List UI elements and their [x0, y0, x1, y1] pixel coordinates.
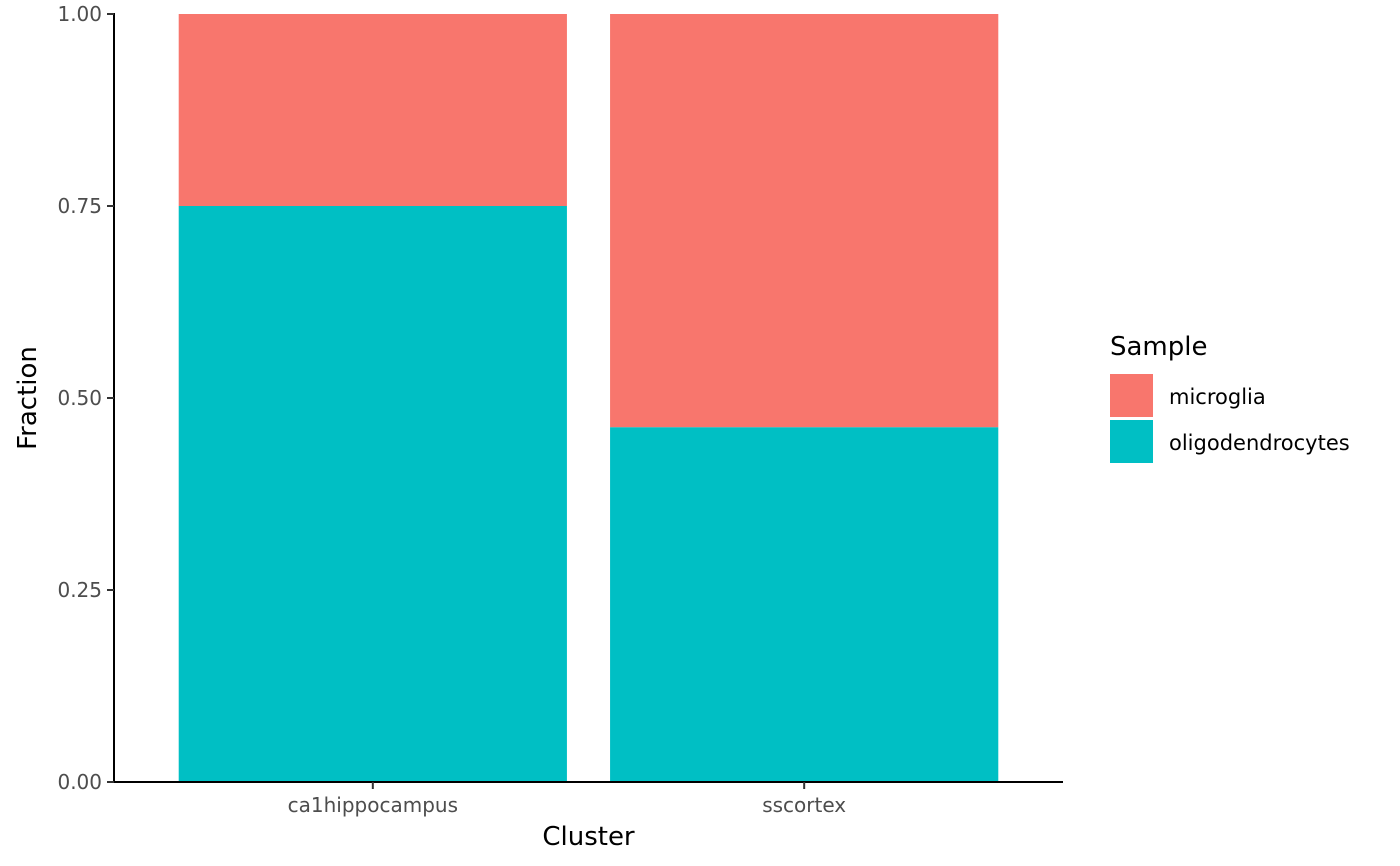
x-tick-label: ca1hippocampus: [288, 793, 458, 817]
y-tick-label: 0.50: [57, 386, 102, 410]
bar-sscortex-microglia: [610, 14, 999, 428]
bars-layer: [178, 14, 999, 782]
y-tick-label: 1.00: [57, 2, 102, 26]
x-axis-title: Cluster: [542, 822, 635, 852]
y-tick-label: 0.00: [57, 770, 102, 794]
legend-label-microglia: microglia: [1169, 385, 1266, 409]
legend-label-oligodendrocytes: oligodendrocytes: [1169, 431, 1350, 455]
y-tick-label: 0.25: [57, 578, 102, 602]
legend-key-microglia: [1110, 374, 1153, 417]
legend-title: Sample: [1110, 332, 1208, 362]
bar-ca1hippocampus-microglia: [178, 14, 567, 206]
bar-ca1hippocampus-oligodendrocytes: [178, 206, 567, 782]
legend: Sample microglia oligodendrocytes: [1110, 332, 1350, 463]
y-axis-title: Fraction: [13, 346, 43, 450]
axes-layer: 0.00 0.25 0.50 0.75 1.00 ca1hippocampus sscort…: [13, 2, 1063, 852]
x-tick-label: sscortex: [762, 793, 846, 817]
y-tick-label: 0.75: [57, 194, 102, 218]
bar-sscortex-oligodendrocytes: [610, 427, 999, 782]
legend-key-oligodendrocytes: [1110, 420, 1153, 463]
